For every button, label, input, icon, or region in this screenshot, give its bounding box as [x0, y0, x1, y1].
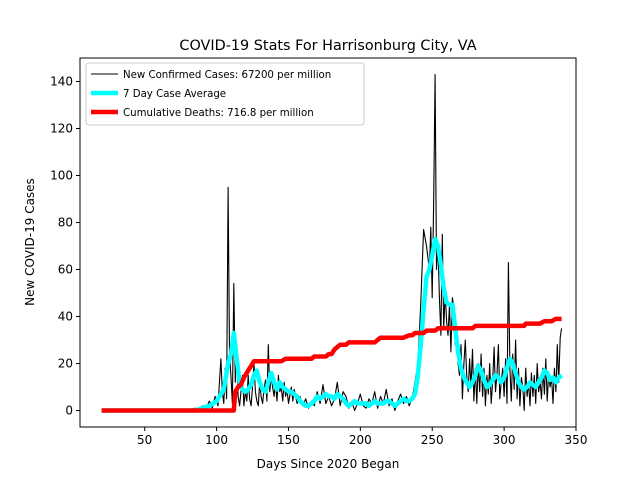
legend-frame: [85, 62, 365, 126]
x-axis: 50 100 150 200 250 300 350: [137, 427, 587, 447]
y-tick-label: 100: [50, 169, 73, 183]
legend-entry-new-cases-label: New Confirmed Cases: 67200 per million: [123, 70, 331, 81]
y-axis-label: New COVID-19 Cases: [23, 178, 37, 306]
y-tick-label: 140: [50, 75, 73, 89]
y-tick-label: 80: [58, 216, 73, 230]
x-tick-label: 50: [137, 433, 152, 447]
plot-frame: [79, 57, 577, 428]
series-cumulative-deaths-line: [101, 316, 562, 413]
x-axis-label: Days Since 2020 Began: [257, 457, 400, 471]
y-tick-label: 120: [50, 122, 73, 136]
x-tick-label: 100: [205, 433, 228, 447]
legend-entry-7day-average-label: 7 Day Case Average: [123, 89, 226, 100]
chart-title: COVID-19 Stats For Harrisonburg City, VA: [179, 38, 476, 54]
x-tick-label: 150: [277, 433, 300, 447]
plot-area: [101, 73, 563, 413]
x-tick-label: 350: [565, 433, 588, 447]
series-7day-average-line: [101, 236, 563, 413]
y-tick-label: 40: [58, 310, 73, 324]
x-tick-label: 300: [493, 433, 516, 447]
y-axis: 0 20 40 60 80 100 120 140: [50, 75, 80, 418]
legend-entry-cumulative-deaths-label: Cumulative Deaths: 716.8 per million: [123, 108, 314, 119]
legend: New Confirmed Cases: 67200 per million 7 …: [85, 62, 365, 126]
y-tick-label: 20: [58, 357, 73, 371]
x-tick-label: 250: [421, 433, 444, 447]
y-tick-label: 60: [58, 263, 73, 277]
y-tick-label: 0: [65, 404, 73, 418]
x-tick-label: 200: [349, 433, 372, 447]
series-layer: [101, 73, 563, 413]
